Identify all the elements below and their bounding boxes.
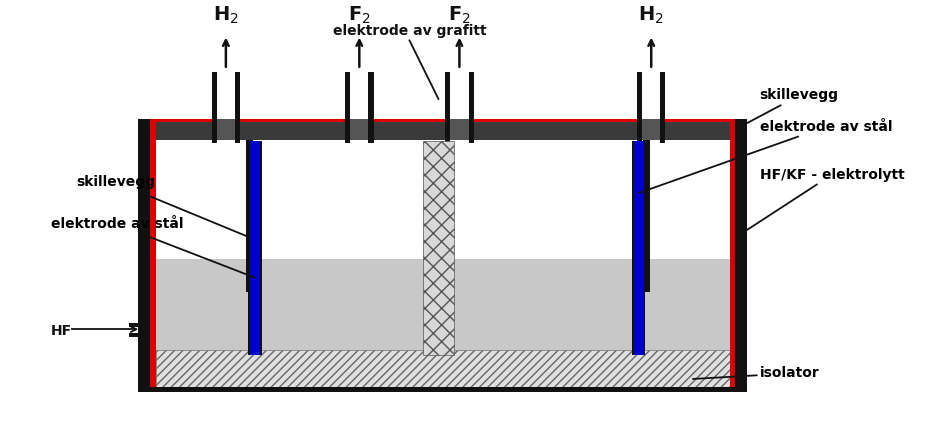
Bar [469, 72, 474, 143]
Text: elektrode av grafitt: elektrode av grafitt [333, 24, 486, 38]
Bar [217, 119, 235, 140]
Bar [637, 72, 642, 143]
Bar [129, 323, 150, 327]
Bar [250, 141, 260, 355]
Bar [450, 119, 469, 140]
Bar [632, 141, 645, 355]
Bar [156, 350, 730, 387]
Bar [129, 333, 150, 337]
Bar [369, 72, 373, 143]
Bar [156, 119, 730, 140]
Bar [246, 140, 252, 292]
Text: elektrode av stål: elektrode av stål [51, 217, 255, 278]
Bar [150, 119, 156, 387]
Text: skillevegg: skillevegg [76, 175, 250, 237]
Bar [350, 72, 369, 119]
Bar [235, 72, 240, 143]
Bar [156, 259, 730, 350]
Text: skillevegg: skillevegg [748, 89, 839, 123]
Text: HF/KF - elektrolytt: HF/KF - elektrolytt [748, 168, 904, 230]
Bar [138, 387, 748, 392]
Bar [138, 119, 150, 392]
Text: isolator: isolator [693, 366, 820, 381]
Bar [735, 119, 748, 392]
Bar [643, 140, 649, 292]
Bar [217, 72, 235, 119]
Bar [660, 72, 665, 143]
Text: HF: HF [51, 324, 72, 338]
Text: H$_2$: H$_2$ [639, 4, 664, 25]
Bar [212, 72, 217, 143]
Bar [150, 119, 735, 122]
Bar [642, 72, 660, 119]
Bar [249, 141, 262, 355]
Bar [634, 141, 643, 355]
Text: H$_2$: H$_2$ [213, 4, 239, 25]
Text: F$_2$: F$_2$ [448, 4, 471, 25]
Bar [450, 72, 469, 119]
Bar [156, 140, 730, 259]
Text: elektrode av stål: elektrode av stål [639, 120, 892, 193]
Bar [423, 141, 454, 355]
Bar [446, 72, 450, 143]
Bar [642, 119, 660, 140]
Text: F$_2$: F$_2$ [348, 4, 371, 25]
Bar [345, 72, 350, 143]
Bar [350, 119, 369, 140]
Bar [730, 119, 735, 387]
